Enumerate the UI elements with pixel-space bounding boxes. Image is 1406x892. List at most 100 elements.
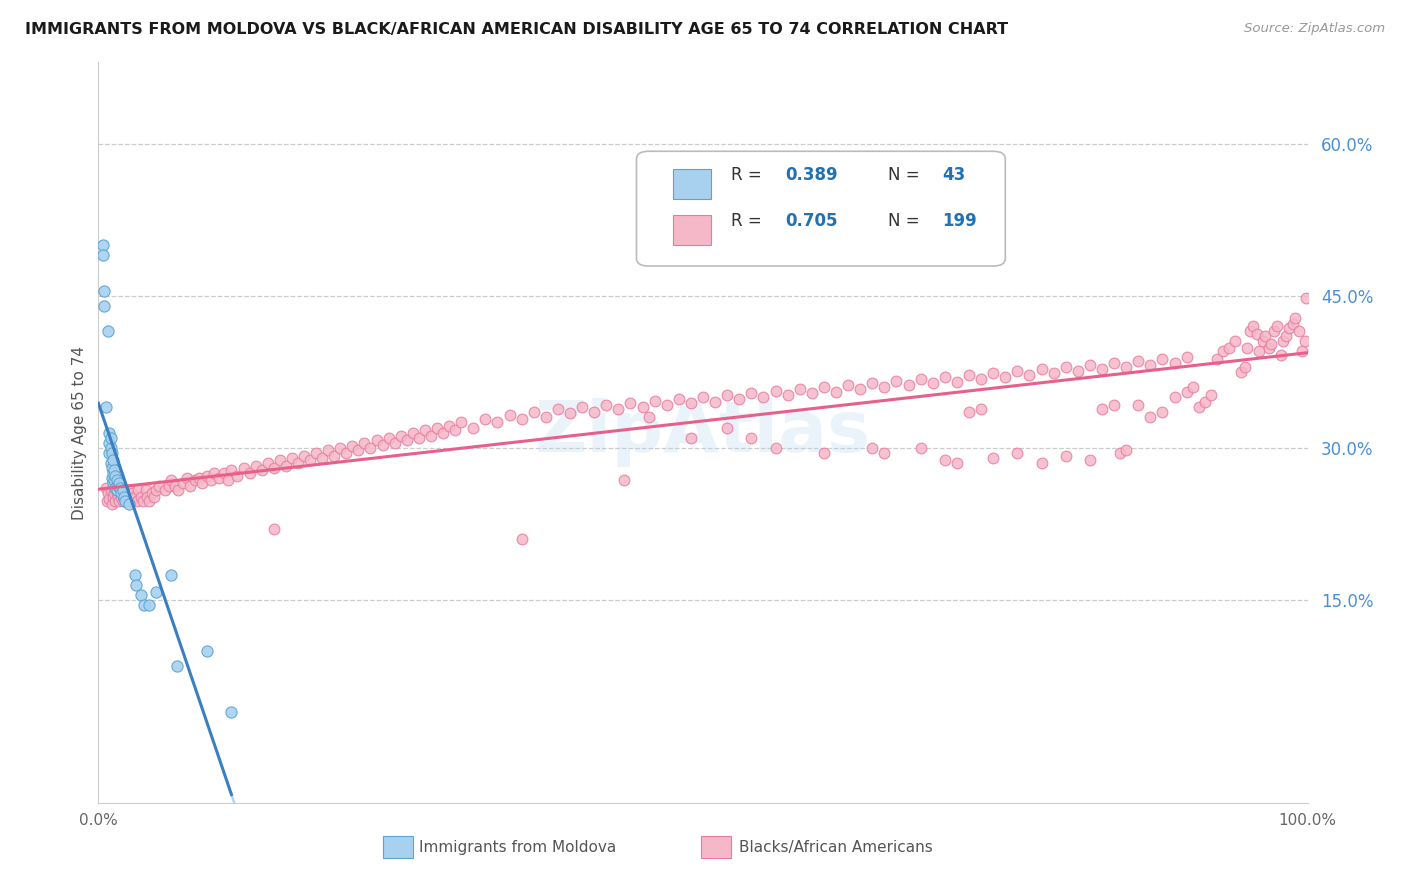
Point xyxy=(692,390,714,404)
Point xyxy=(101,466,124,480)
Point xyxy=(108,476,131,491)
Point xyxy=(232,461,254,475)
Point xyxy=(263,522,285,536)
Point xyxy=(377,431,399,445)
Point xyxy=(752,390,775,404)
Point xyxy=(486,416,509,430)
Point xyxy=(1175,385,1198,400)
Point xyxy=(740,386,762,401)
Point xyxy=(176,471,198,485)
Point xyxy=(167,483,190,498)
Point xyxy=(1278,321,1301,335)
Point xyxy=(269,453,291,467)
Point xyxy=(637,410,659,425)
Point xyxy=(305,446,328,460)
Point xyxy=(118,490,141,504)
Point xyxy=(299,453,322,467)
Point xyxy=(1007,364,1029,378)
Point xyxy=(994,369,1017,384)
Point xyxy=(934,453,956,467)
Point xyxy=(776,388,799,402)
Point xyxy=(145,483,167,498)
Point xyxy=(263,461,285,475)
Point xyxy=(1139,358,1161,372)
Point xyxy=(679,431,702,445)
Point xyxy=(1233,359,1256,374)
Point xyxy=(668,392,690,406)
Text: IMMIGRANTS FROM MOLDOVA VS BLACK/AFRICAN AMERICAN DISABILITY AGE 65 TO 74 CORREL: IMMIGRANTS FROM MOLDOVA VS BLACK/AFRICAN… xyxy=(25,22,1008,37)
Point xyxy=(886,374,908,388)
Point xyxy=(187,471,209,485)
Point xyxy=(1260,337,1282,351)
Point xyxy=(153,483,176,498)
Point xyxy=(1163,356,1185,370)
Point xyxy=(1199,388,1222,402)
Point xyxy=(1194,395,1216,409)
Point xyxy=(353,435,375,450)
Point xyxy=(166,659,188,673)
Point xyxy=(384,435,406,450)
Point xyxy=(1218,342,1240,356)
Point xyxy=(114,493,136,508)
Point xyxy=(98,446,121,460)
Point xyxy=(118,483,141,498)
Point xyxy=(245,459,267,474)
Point xyxy=(145,585,167,599)
Point xyxy=(191,476,214,491)
Point xyxy=(104,482,127,496)
FancyBboxPatch shape xyxy=(700,836,731,858)
Point xyxy=(221,463,243,477)
Point xyxy=(1054,359,1077,374)
Point xyxy=(1115,442,1137,457)
Text: N =: N = xyxy=(889,212,925,230)
Point xyxy=(1128,398,1150,412)
Point xyxy=(107,490,129,504)
Point xyxy=(108,482,131,496)
Point xyxy=(110,486,132,500)
Point xyxy=(108,493,131,508)
Point xyxy=(100,446,122,460)
Point xyxy=(981,366,1004,380)
Point xyxy=(366,433,388,447)
Point xyxy=(1031,361,1053,376)
Point xyxy=(195,469,218,483)
Point xyxy=(208,471,231,485)
Point xyxy=(1091,402,1114,417)
Point xyxy=(94,482,117,496)
Point xyxy=(135,490,157,504)
Point xyxy=(644,394,666,409)
Point xyxy=(184,473,207,487)
Point xyxy=(179,479,201,493)
Point xyxy=(498,409,520,423)
Point xyxy=(101,490,124,504)
Point xyxy=(1018,368,1040,382)
Point xyxy=(849,382,872,396)
Point xyxy=(129,490,152,504)
Text: Immigrants from Moldova: Immigrants from Moldova xyxy=(419,839,616,855)
Point xyxy=(143,490,166,504)
Point xyxy=(789,382,811,396)
Point xyxy=(124,567,146,582)
Point xyxy=(1291,344,1313,359)
Point xyxy=(910,372,932,386)
Point xyxy=(946,375,969,389)
Text: 0.705: 0.705 xyxy=(785,212,838,230)
Point xyxy=(1223,334,1246,349)
Point xyxy=(426,420,449,434)
Point xyxy=(981,450,1004,465)
Point xyxy=(360,441,382,455)
Point xyxy=(160,567,183,582)
Point xyxy=(112,490,135,504)
Text: 199: 199 xyxy=(942,212,977,230)
Point xyxy=(157,479,180,493)
Point xyxy=(1236,342,1258,356)
Point xyxy=(607,402,630,417)
Point xyxy=(97,324,120,338)
Point xyxy=(100,431,122,445)
Point xyxy=(1109,446,1132,460)
Point xyxy=(1115,359,1137,374)
Text: ZipAtlas: ZipAtlas xyxy=(536,398,870,467)
Point xyxy=(1284,311,1306,326)
Point xyxy=(91,238,114,252)
Point xyxy=(100,456,122,470)
